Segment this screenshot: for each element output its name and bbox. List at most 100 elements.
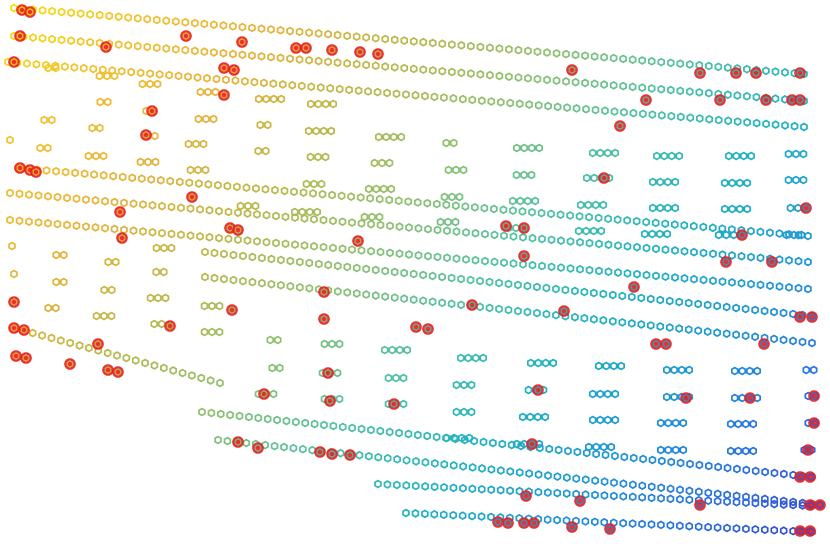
data-point-11 [114,12,123,22]
data-point-747 [412,456,420,466]
data-point-435 [129,226,138,236]
data-point-1087 [403,345,412,355]
data-point-716 [723,463,732,473]
data-point-493 [680,273,689,283]
data-point-296 [423,198,432,208]
data-point-30 [295,27,304,37]
data-point-746 [402,455,411,465]
data-point-884 [103,71,111,81]
data-point-699 [564,446,572,456]
data-point-180 [117,66,126,76]
highlight-point-15 [146,105,158,117]
data-point-569 [789,309,797,319]
data-point-771 [638,481,647,491]
data-point-678 [367,425,375,435]
data-point-989 [728,178,737,188]
data-point-970 [364,184,373,194]
data-point-488 [633,269,641,279]
data-point-708 [648,455,657,465]
data-point-471 [471,255,480,265]
data-point-618 [637,320,646,329]
data-point-694 [517,441,525,451]
data-point-844 [468,511,476,521]
data-point-249 [771,120,780,130]
data-point-37 [362,33,370,42]
data-point-750 [440,459,449,469]
data-point-38 [371,33,380,43]
data-point-327 [718,224,727,234]
data-point-284 [309,189,317,198]
data-point-235 [639,109,647,119]
data-point-1128 [460,380,468,390]
data-point-525 [371,265,380,275]
data-point-534 [457,274,465,284]
highlight-point-9 [354,46,366,58]
data-point-568 [779,308,788,318]
data-point-872 [732,524,741,533]
data-point-295 [413,198,422,207]
data-point-57 [552,48,561,58]
data-point-807 [534,487,543,497]
highlight-point-4 [180,30,192,42]
data-point-188 [193,73,202,82]
data-point-788 [798,498,807,508]
data-point-51 [495,44,504,53]
data-point-86 [29,33,37,42]
data-point-962 [792,149,800,159]
data-point-523 [352,263,361,273]
data-point-620 [656,322,665,331]
highlight-point-24 [760,94,772,106]
data-point-511 [239,251,247,261]
data-point-308 [537,208,546,218]
data-point-472 [481,256,489,266]
data-point-685 [432,432,441,442]
data-point-490 [652,271,660,281]
data-point-322 [670,220,679,229]
data-point-259 [71,168,79,178]
data-point-843 [458,511,467,521]
data-point-1075 [157,319,166,329]
data-point-901 [103,97,112,107]
data-point-1026 [375,212,384,222]
data-point-1000 [523,196,532,206]
data-point-297 [433,199,441,209]
data-point-842 [449,510,457,520]
data-point-783 [751,493,760,503]
data-point-74 [714,62,723,72]
data-point-502 [766,281,774,291]
data-point-207 [373,87,382,97]
highlight-point-8 [326,44,338,56]
data-point-857 [591,517,599,527]
data-point-1071 [92,311,101,321]
data-point-481 [566,264,575,273]
data-point-305 [509,206,517,215]
data-point-230 [591,105,600,115]
data-point-306 [518,207,527,216]
data-point-1136 [611,389,620,399]
data-point-995 [440,192,449,202]
data-point-462 [386,248,394,258]
data-point-416 [756,253,765,263]
data-point-795 [421,482,429,491]
data-point-478 [538,261,546,271]
data-point-1152 [533,412,542,422]
data-point-1088 [268,363,277,373]
data-point-268 [156,175,165,185]
data-point-7 [76,9,85,18]
data-point-307 [528,207,536,217]
data-point-1159 [664,418,673,428]
data-point-49 [476,42,485,52]
data-point-335 [794,230,803,240]
data-point-135 [495,71,504,81]
data-point-1083 [335,339,344,349]
highlight-point-52 [318,313,330,325]
data-point-739 [336,448,345,458]
data-point-808 [544,488,552,497]
highlight-point-85 [804,471,816,483]
data-point-745 [393,454,401,464]
data-point-292 [385,195,393,205]
data-point-93 [95,38,104,48]
data-point-775 [676,485,684,495]
data-point-107 [229,49,237,59]
data-point-495 [699,275,708,285]
